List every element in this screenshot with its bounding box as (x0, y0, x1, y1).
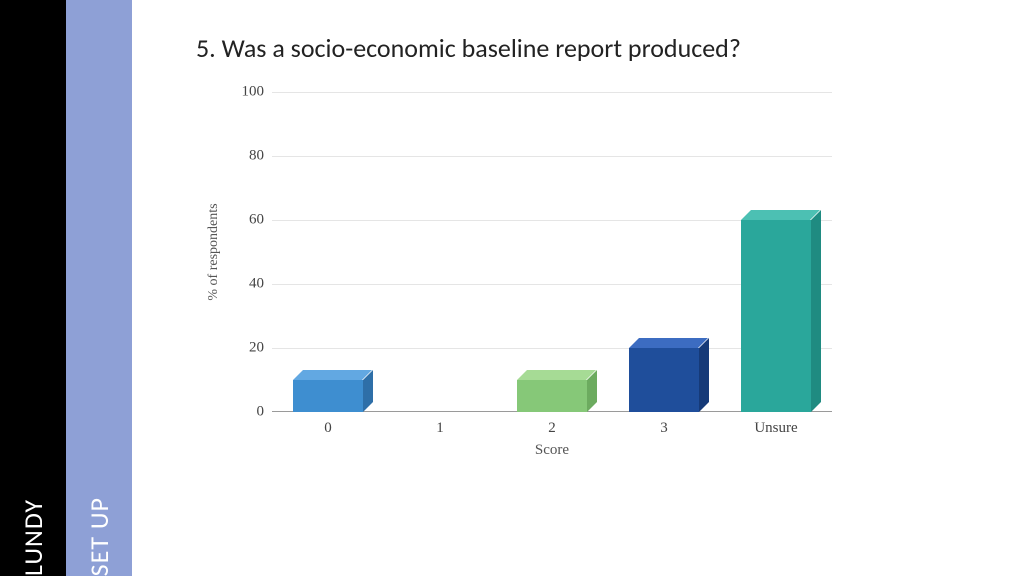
bar-top (293, 370, 372, 380)
sidebar-stripe-lundy: LUNDY (0, 0, 66, 576)
chart-container: % of respondents Score 0204060801000123U… (196, 92, 984, 556)
bar-side (699, 338, 709, 412)
x-axis-title: Score (535, 442, 569, 459)
bar (293, 380, 362, 412)
bar-front (293, 380, 362, 412)
page: LUNDY SET UP 5. Was a socio-economic bas… (0, 0, 1024, 576)
main-panel: 5. Was a socio-economic baseline report … (132, 0, 1024, 576)
x-tick-label: 0 (324, 420, 332, 437)
bar (629, 348, 698, 412)
bar-side (811, 210, 821, 412)
bar-front (629, 348, 698, 412)
sidebar-stripe-lundy-label: LUNDY (17, 467, 49, 576)
y-tick-label: 60 (249, 212, 264, 229)
y-tick-label: 80 (249, 148, 264, 165)
x-tick-label: 1 (436, 420, 444, 437)
y-tick-label: 40 (249, 276, 264, 293)
grid-line (272, 92, 832, 93)
bar-top (629, 338, 708, 348)
y-tick-label: 20 (249, 340, 264, 357)
x-tick-label: 2 (548, 420, 556, 437)
bar-top (517, 370, 596, 380)
grid-line (272, 156, 832, 157)
bar (741, 220, 810, 412)
x-tick-label: 3 (660, 420, 668, 437)
bar-top (741, 210, 820, 220)
bar-chart: % of respondents Score 0204060801000123U… (196, 92, 984, 556)
x-tick-label: Unsure (754, 420, 797, 437)
y-tick-label: 0 (257, 404, 265, 421)
bar (517, 380, 586, 412)
chart-title: 5. Was a socio-economic baseline report … (196, 32, 984, 64)
plot-area: % of respondents Score 0204060801000123U… (272, 92, 832, 412)
bar-front (517, 380, 586, 412)
y-axis-title: % of respondents (206, 203, 222, 300)
sidebar-stripe-setup: SET UP (66, 0, 132, 576)
y-tick-label: 100 (242, 84, 265, 101)
bar-front (741, 220, 810, 412)
sidebar-stripe-setup-label: SET UP (83, 465, 115, 576)
